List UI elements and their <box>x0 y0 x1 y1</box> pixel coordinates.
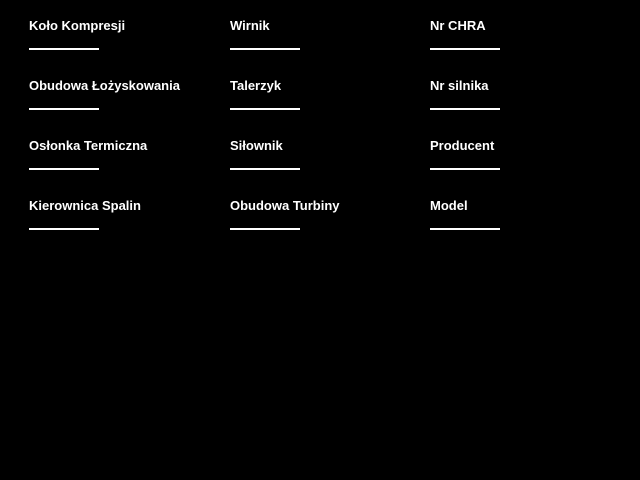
input-wirnik[interactable] <box>230 33 300 50</box>
input-nr-chra[interactable] <box>430 33 500 50</box>
form-column-parts-middle: Wirnik Talerzyk Siłownik Obudowa Turbiny <box>230 18 420 258</box>
input-obudowa-turbiny[interactable] <box>230 213 300 230</box>
field-oslonka-termiczna: Osłonka Termiczna <box>29 138 219 170</box>
field-wirnik: Wirnik <box>230 18 420 50</box>
field-label: Nr CHRA <box>430 18 486 33</box>
input-model[interactable] <box>430 213 500 230</box>
field-obudowa-lozyskowania: Obudowa Łożyskowania <box>29 78 219 110</box>
form-column-parts-left: Koło Kompresji Obudowa Łożyskowania Osło… <box>29 18 219 258</box>
field-nr-chra: Nr CHRA <box>430 18 620 50</box>
field-nr-silnika: Nr silnika <box>430 78 620 110</box>
field-obudowa-turbiny: Obudowa Turbiny <box>230 198 420 230</box>
field-label: Obudowa Łożyskowania <box>29 78 180 93</box>
field-label: Wirnik <box>230 18 270 33</box>
field-talerzyk: Talerzyk <box>230 78 420 110</box>
input-talerzyk[interactable] <box>230 93 300 110</box>
field-label: Siłownik <box>230 138 283 153</box>
field-model: Model <box>430 198 620 230</box>
field-label: Nr silnika <box>430 78 489 93</box>
field-silownik: Siłownik <box>230 138 420 170</box>
input-nr-silnika[interactable] <box>430 93 500 110</box>
field-label: Obudowa Turbiny <box>230 198 340 213</box>
input-producent[interactable] <box>430 153 500 170</box>
input-oslonka-termiczna[interactable] <box>29 153 99 170</box>
field-label: Producent <box>430 138 495 153</box>
field-label: Koło Kompresji <box>29 18 126 33</box>
input-silownik[interactable] <box>230 153 300 170</box>
input-kierownica-spalin[interactable] <box>29 213 99 230</box>
input-kolo-kompresji[interactable] <box>29 33 99 50</box>
form-column-identification: Nr CHRA Nr silnika Producent Model <box>430 18 620 258</box>
field-kolo-kompresji: Koło Kompresji <box>29 18 219 50</box>
field-label: Talerzyk <box>230 78 282 93</box>
field-label: Osłonka Termiczna <box>29 138 148 153</box>
field-producent: Producent <box>430 138 620 170</box>
field-label: Kierownica Spalin <box>29 198 141 213</box>
field-label: Model <box>430 198 468 213</box>
input-obudowa-lozyskowania[interactable] <box>29 93 99 110</box>
field-kierownica-spalin: Kierownica Spalin <box>29 198 219 230</box>
